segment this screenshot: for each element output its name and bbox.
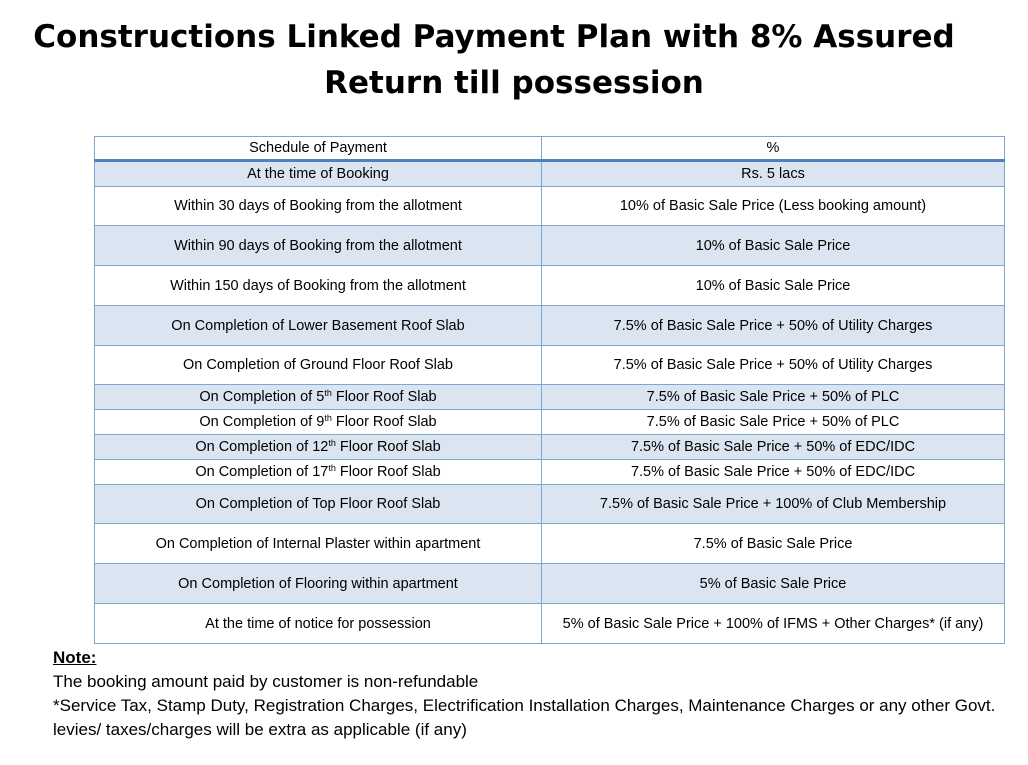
stage-cell: On Completion of Ground Floor Roof Slab	[94, 345, 542, 385]
table-row: On Completion of 9th Floor Roof Slab 7.5…	[94, 409, 1005, 435]
table-row: On Completion of Flooring within apartme…	[94, 563, 1005, 604]
note-line-refund: The booking amount paid by customer is n…	[53, 672, 479, 691]
page-title: Constructions Linked Payment Plan with 8…	[0, 14, 1028, 106]
table-row: On Completion of Top Floor Roof Slab 7.5…	[94, 484, 1005, 524]
payment-cell: Rs. 5 lacs	[541, 160, 1005, 187]
table-row: Within 150 days of Booking from the allo…	[94, 265, 1005, 306]
table-row: Within 90 days of Booking from the allot…	[94, 225, 1005, 266]
ordinal-suffix: th	[324, 388, 332, 398]
stage-text: On Completion of 9	[199, 414, 325, 430]
payment-cell: 7.5% of Basic Sale Price + 50% of Utilit…	[541, 305, 1005, 346]
table-header-row: Schedule of Payment %	[94, 136, 1005, 162]
ordinal-suffix: th	[328, 438, 336, 448]
payment-cell: 10% of Basic Sale Price (Less booking am…	[541, 186, 1005, 226]
header-percent: %	[541, 136, 1005, 162]
payment-cell: 7.5% of Basic Sale Price + 50% of EDC/ID…	[541, 459, 1005, 485]
stage-cell: On Completion of Top Floor Roof Slab	[94, 484, 542, 524]
ordinal-suffix: th	[328, 463, 336, 473]
table-row: On Completion of 12th Floor Roof Slab 7.…	[94, 434, 1005, 460]
note-heading: Note:	[53, 648, 97, 667]
stage-cell: On Completion of 9th Floor Roof Slab	[94, 409, 542, 435]
header-schedule-of-payment: Schedule of Payment	[94, 136, 542, 162]
stage-text: Floor Roof Slab	[331, 414, 437, 430]
stage-text: On Completion of 5	[199, 389, 325, 405]
stage-text: Floor Roof Slab	[335, 464, 441, 480]
table-row: On Completion of Lower Basement Roof Sla…	[94, 305, 1005, 346]
title-line-1: Constructions Linked Payment Plan with 8…	[33, 19, 955, 55]
table-row: On Completion of 17th Floor Roof Slab 7.…	[94, 459, 1005, 485]
stage-text: Floor Roof Slab	[331, 389, 437, 405]
note-line-charges: *Service Tax, Stamp Duty, Registration C…	[53, 696, 996, 739]
table-row: At the time of notice for possession 5% …	[94, 603, 1005, 644]
stage-cell: On Completion of 17th Floor Roof Slab	[94, 459, 542, 485]
table-row: On Completion of Internal Plaster within…	[94, 523, 1005, 564]
table-row: Within 30 days of Booking from the allot…	[94, 186, 1005, 226]
stage-cell: At the time of Booking	[94, 160, 542, 187]
stage-text: Floor Roof Slab	[335, 439, 441, 455]
payment-cell: 7.5% of Basic Sale Price + 100% of Club …	[541, 484, 1005, 524]
payment-cell: 7.5% of Basic Sale Price + 50% of Utilit…	[541, 345, 1005, 385]
stage-cell: Within 150 days of Booking from the allo…	[94, 265, 542, 306]
stage-cell: At the time of notice for possession	[94, 603, 542, 644]
title-line-2: Return till possession	[324, 65, 704, 101]
payment-cell: 7.5% of Basic Sale Price + 50% of PLC	[541, 409, 1005, 435]
stage-cell: Within 90 days of Booking from the allot…	[94, 225, 542, 266]
payment-cell: 7.5% of Basic Sale Price	[541, 523, 1005, 564]
stage-cell: On Completion of 12th Floor Roof Slab	[94, 434, 542, 460]
table-row: At the time of Booking Rs. 5 lacs	[94, 160, 1005, 187]
payment-cell: 5% of Basic Sale Price + 100% of IFMS + …	[541, 603, 1005, 644]
payment-cell: 10% of Basic Sale Price	[541, 225, 1005, 266]
stage-cell: On Completion of Lower Basement Roof Sla…	[94, 305, 542, 346]
table-row: On Completion of Ground Floor Roof Slab …	[94, 345, 1005, 385]
ordinal-suffix: th	[324, 413, 332, 423]
stage-cell: On Completion of 5th Floor Roof Slab	[94, 384, 542, 410]
note-section: Note: The booking amount paid by custome…	[53, 646, 1023, 742]
table-row: On Completion of 5th Floor Roof Slab 7.5…	[94, 384, 1005, 410]
payment-cell: 7.5% of Basic Sale Price + 50% of EDC/ID…	[541, 434, 1005, 460]
payment-cell: 7.5% of Basic Sale Price + 50% of PLC	[541, 384, 1005, 410]
stage-cell: Within 30 days of Booking from the allot…	[94, 186, 542, 226]
stage-cell: On Completion of Flooring within apartme…	[94, 563, 542, 604]
stage-cell: On Completion of Internal Plaster within…	[94, 523, 542, 564]
stage-text: On Completion of 17	[195, 464, 329, 480]
stage-text: On Completion of 12	[195, 439, 329, 455]
payment-cell: 5% of Basic Sale Price	[541, 563, 1005, 604]
payment-cell: 10% of Basic Sale Price	[541, 265, 1005, 306]
payment-schedule-table: Schedule of Payment % At the time of Boo…	[94, 136, 1005, 644]
